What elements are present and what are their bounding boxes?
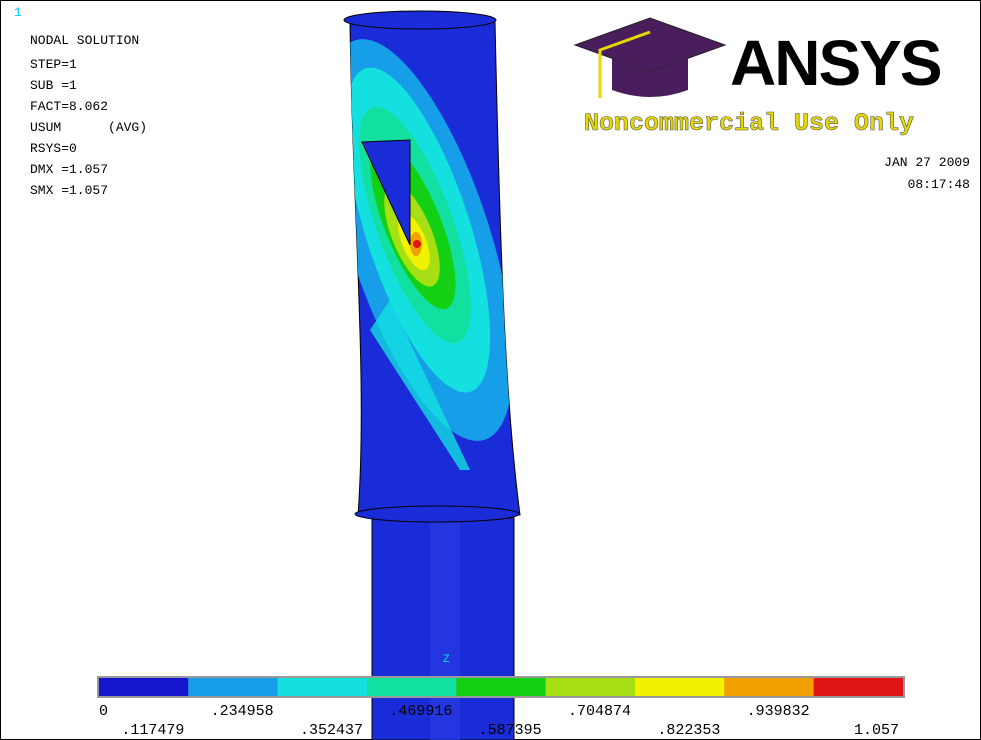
header-line: SUB =1 — [30, 78, 77, 93]
top-rim — [344, 11, 496, 29]
legend-swatch — [99, 678, 188, 696]
legend-swatch — [456, 678, 545, 696]
legend-label: .469916 — [389, 703, 452, 720]
header-line: STEP=1 — [30, 57, 77, 72]
header-line: USUM (AVG) — [30, 120, 147, 135]
legend-swatch — [724, 678, 813, 696]
header-line: RSYS=0 — [30, 141, 77, 156]
ring — [355, 506, 519, 522]
header-line: FACT=8.062 — [30, 99, 108, 114]
ansys-viewport: 1 NODAL SOLUTION ANSYS Noncommercial Use… — [0, 0, 981, 740]
header-line: SMX =1.057 — [30, 183, 108, 198]
plot-title: NODAL SOLUTION — [30, 33, 139, 48]
legend-swatch — [814, 678, 903, 696]
legend-swatch — [278, 678, 367, 696]
legend-swatch — [635, 678, 724, 696]
legend-label: .234958 — [211, 703, 274, 720]
legend-label: 1.057 — [854, 722, 899, 739]
window-number: 1 — [14, 5, 22, 20]
legend-label: 0 — [99, 703, 108, 720]
legend-swatch — [188, 678, 277, 696]
axis-label: Z — [443, 654, 450, 666]
legend-swatch — [367, 678, 456, 696]
header-line: DMX =1.057 — [30, 162, 108, 177]
legend-swatch — [546, 678, 635, 696]
date: JAN 27 2009 — [884, 155, 970, 170]
legend-label: .704874 — [568, 703, 631, 720]
legend-label: .822353 — [657, 722, 720, 739]
legend-label: .587395 — [479, 722, 542, 739]
legend-label: .352437 — [300, 722, 363, 739]
time: 08:17:48 — [908, 177, 970, 192]
logo-brand: ANSYS — [730, 27, 941, 99]
legend-label: .939832 — [747, 703, 810, 720]
legend-label: .117479 — [121, 722, 184, 739]
logo-notice: Noncommercial Use Only — [584, 109, 914, 138]
